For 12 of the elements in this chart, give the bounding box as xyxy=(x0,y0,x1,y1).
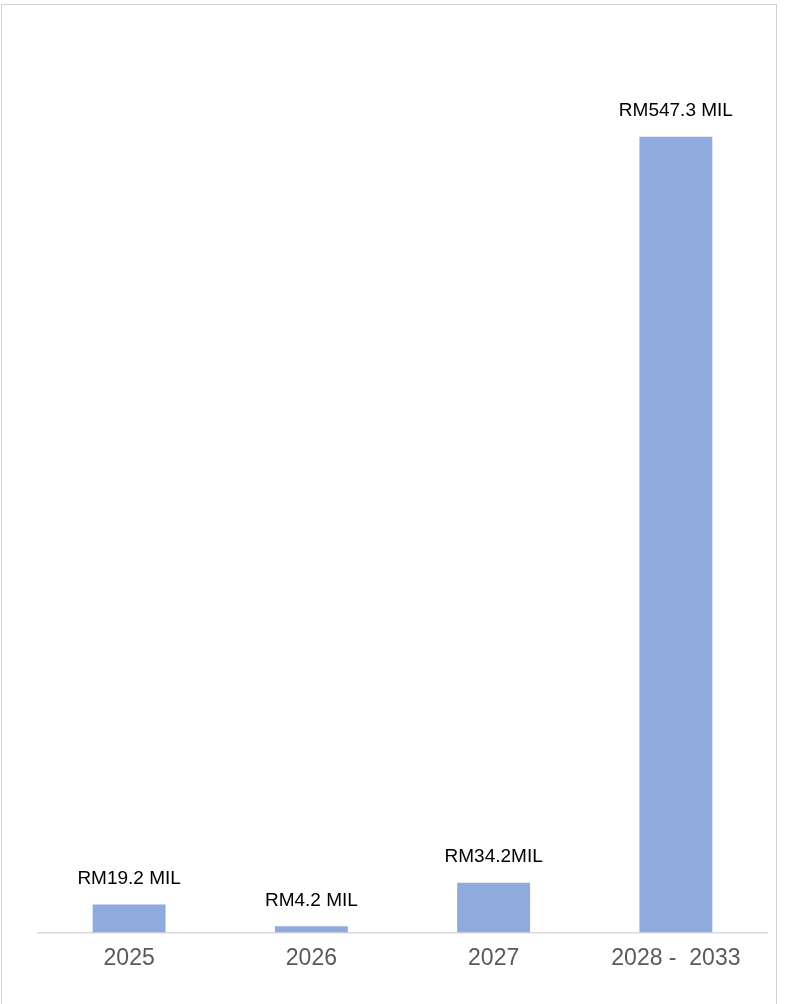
x-tick-label: 2027 xyxy=(468,943,520,970)
bar xyxy=(639,136,713,933)
bar xyxy=(457,882,531,933)
data-label: RM19.2 MIL xyxy=(77,867,181,889)
bar xyxy=(92,904,166,933)
x-tick-label: 2028 - 2033 xyxy=(611,943,741,970)
data-label: RM547.3 MIL xyxy=(618,99,733,121)
x-tick-label: 2025 xyxy=(103,943,155,970)
data-label: RM4.2 MIL xyxy=(264,889,358,911)
x-tick-label: 2026 xyxy=(285,943,337,970)
bar xyxy=(274,926,348,933)
data-label: RM34.2MIL xyxy=(444,845,543,867)
